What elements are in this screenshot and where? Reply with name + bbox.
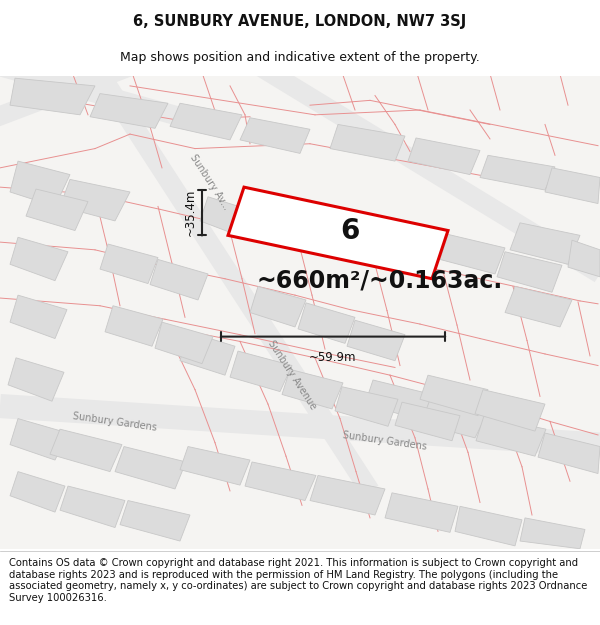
- Polygon shape: [408, 138, 480, 174]
- Polygon shape: [120, 501, 190, 541]
- Polygon shape: [60, 179, 130, 221]
- Polygon shape: [455, 506, 522, 546]
- Polygon shape: [180, 332, 235, 375]
- Polygon shape: [282, 369, 343, 409]
- Polygon shape: [86, 61, 379, 496]
- Text: Sunbury Gardens: Sunbury Gardens: [72, 411, 158, 432]
- Polygon shape: [10, 78, 95, 115]
- Polygon shape: [0, 58, 134, 129]
- Text: 6, SUNBURY AVENUE, LONDON, NW7 3SJ: 6, SUNBURY AVENUE, LONDON, NW7 3SJ: [133, 14, 467, 29]
- Polygon shape: [10, 295, 67, 339]
- Polygon shape: [240, 118, 310, 153]
- Polygon shape: [100, 244, 158, 284]
- Text: Sunbury Gardens: Sunbury Gardens: [342, 430, 428, 452]
- Polygon shape: [245, 462, 316, 501]
- Polygon shape: [347, 320, 405, 361]
- Polygon shape: [10, 419, 68, 460]
- Polygon shape: [476, 416, 546, 456]
- Polygon shape: [538, 433, 600, 474]
- Polygon shape: [545, 168, 600, 204]
- Polygon shape: [10, 238, 68, 281]
- Text: Sunbury Avenue: Sunbury Avenue: [266, 339, 318, 411]
- Polygon shape: [200, 197, 248, 236]
- Polygon shape: [568, 240, 600, 277]
- Polygon shape: [105, 306, 163, 346]
- Polygon shape: [335, 387, 398, 426]
- Polygon shape: [228, 187, 448, 279]
- Polygon shape: [150, 259, 208, 300]
- Polygon shape: [497, 252, 562, 292]
- Polygon shape: [254, 59, 600, 282]
- Polygon shape: [0, 58, 218, 136]
- Polygon shape: [60, 486, 125, 528]
- Text: 6: 6: [340, 216, 359, 244]
- Polygon shape: [50, 429, 122, 472]
- Polygon shape: [115, 446, 186, 489]
- Polygon shape: [440, 234, 505, 274]
- Polygon shape: [395, 402, 460, 441]
- Polygon shape: [510, 223, 580, 264]
- Polygon shape: [10, 472, 65, 512]
- Polygon shape: [250, 286, 306, 327]
- Polygon shape: [475, 389, 545, 431]
- Polygon shape: [330, 124, 405, 161]
- Polygon shape: [420, 398, 488, 438]
- Polygon shape: [298, 303, 355, 343]
- Polygon shape: [10, 161, 70, 206]
- Text: Map shows position and indicative extent of the property.: Map shows position and indicative extent…: [120, 51, 480, 64]
- Polygon shape: [365, 380, 432, 421]
- Text: ~59.9m: ~59.9m: [309, 351, 357, 364]
- Text: ~35.4m: ~35.4m: [184, 189, 197, 236]
- Polygon shape: [155, 322, 213, 364]
- Polygon shape: [26, 189, 88, 231]
- Text: ~660m²/~0.163ac.: ~660m²/~0.163ac.: [257, 269, 503, 292]
- Polygon shape: [170, 103, 242, 140]
- Polygon shape: [310, 476, 385, 515]
- Polygon shape: [480, 156, 555, 190]
- Text: Contains OS data © Crown copyright and database right 2021. This information is : Contains OS data © Crown copyright and d…: [9, 558, 587, 602]
- Text: Sunbury Av...: Sunbury Av...: [188, 152, 232, 212]
- Polygon shape: [90, 94, 168, 128]
- Polygon shape: [520, 518, 585, 549]
- Polygon shape: [180, 446, 250, 485]
- Polygon shape: [0, 394, 600, 457]
- Polygon shape: [230, 351, 292, 392]
- Polygon shape: [385, 493, 458, 532]
- Polygon shape: [505, 286, 572, 327]
- Polygon shape: [8, 358, 64, 401]
- Polygon shape: [420, 375, 488, 416]
